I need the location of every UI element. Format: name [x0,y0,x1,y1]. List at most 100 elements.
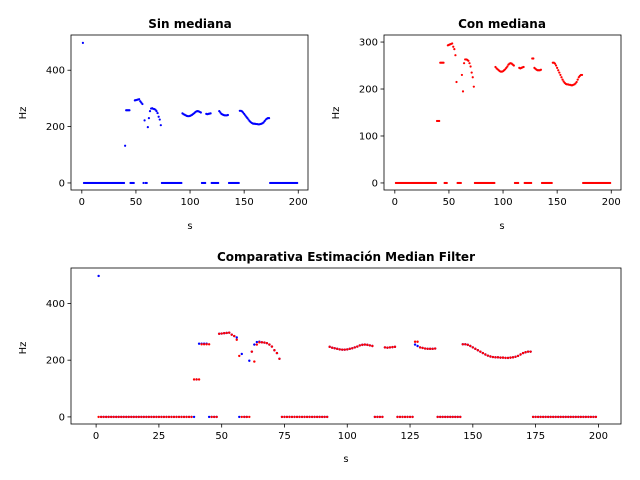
comparativa-con-mediana-point [336,347,339,351]
comparativa-con-mediana-point [524,351,527,354]
comparativa-sin-mediana-point [192,415,196,419]
con-mediana-point [470,71,473,74]
comparativa-con-mediana-point [471,346,475,349]
con-mediana-point [539,68,543,71]
comparativa-con-mediana-point [496,356,500,359]
comparativa-con-mediana-point [368,344,372,347]
comparativa-con-mediana-point [423,347,427,350]
comparativa-con-mediana-point [431,347,434,351]
comparativa-con-mediana-point [315,415,319,419]
comparativa-con-mediana-point [235,338,238,341]
comparativa-con-mediana-point [428,347,432,351]
comparativa-con-mediana-point [97,415,100,419]
sin-mediana-point [226,113,230,117]
con-mediana-point [461,90,465,93]
comparativa-con-mediana-point [147,415,151,419]
con-mediana-point [451,42,454,45]
comparativa-con-mediana-point [305,415,309,419]
sin-mediana-point [217,181,220,185]
comparativa-con-mediana-point [225,331,228,335]
comparativa-con-mediana-point [127,415,130,419]
comparativa-sin-mediana-point [97,274,100,278]
comparativa-con-mediana-point [408,415,412,419]
comparativa-con-mediana-point [418,346,422,349]
x-tick-label: 125 [400,431,419,442]
comparativa-con-mediana-point [577,415,580,419]
comparativa-con-mediana-point [338,348,341,351]
comparativa-con-mediana-point [109,415,113,419]
con-mediana-point [453,47,456,51]
comparativa-con-mediana-point [567,415,570,419]
comparativa-con-mediana-point [474,347,477,351]
con-mediana-point [609,181,612,185]
comparativa-con-mediana-point [137,415,141,419]
con-mediana-point [445,181,448,185]
con-mediana-point [438,119,441,123]
y-tick-label: 200 [46,356,65,367]
sin-mediana-point [204,181,207,185]
comparativa-con-mediana-point [205,343,208,346]
con-mediana-point [506,65,509,68]
sin-mediana-point [145,181,148,185]
sin-mediana-point [138,98,141,101]
comparativa-con-mediana-point [300,415,304,419]
sin-mediana-point [159,124,162,127]
comparativa-con-mediana-point [190,415,193,419]
con-mediana-point [554,64,558,67]
sin-mediana-point [155,109,158,113]
sin-mediana-point [147,117,151,120]
comparativa-con-mediana-point [308,415,311,419]
comparativa-con-mediana-point [258,341,261,344]
y-axis-label-comparativa: Hz [18,342,29,355]
comparativa-con-mediana-point [481,351,485,355]
comparativa-con-mediana-point [343,348,346,351]
comparativa-con-mediana-point [270,345,274,348]
comparativa-con-mediana-point [413,340,417,343]
y-tick-label: 400 [46,66,65,77]
con-mediana-point [459,181,462,185]
comparativa-con-mediana-point [157,415,161,419]
plot-frame [70,267,622,425]
comparativa-con-mediana-point [177,415,181,419]
comparativa-con-mediana-point [562,415,565,419]
comparativa-con-mediana-point [484,353,487,356]
comparativa-con-mediana-point [436,415,439,419]
sin-mediana-point [237,181,240,185]
comparativa-con-mediana-point [135,415,138,419]
comparativa-con-mediana-point [416,340,419,343]
con-mediana-point [561,78,564,81]
sin-mediana-point [209,112,212,115]
comparativa-con-mediana-point [541,415,545,419]
comparativa-con-mediana-point [115,415,118,419]
con-mediana-point [454,54,457,57]
comparativa-con-mediana-point [396,415,399,419]
comparativa-con-mediana-point [386,346,389,349]
x-axis-label-con-mediana: s [499,221,504,232]
sin-mediana-point [143,119,146,122]
y-tick-label: 400 [46,299,65,310]
comparativa-con-mediana-point [220,332,223,335]
y-tick-label: 200 [46,122,65,133]
con-mediana-point [558,71,561,74]
comparativa-con-mediana-point [285,415,289,419]
comparativa-con-mediana-point [260,341,264,344]
comparativa-con-mediana-point [107,415,110,419]
comparativa-con-mediana-point [195,378,198,381]
x-tick-label: 100 [493,197,512,208]
comparativa-con-mediana-point [238,354,241,358]
comparativa-con-mediana-point [403,415,407,419]
comparativa-con-mediana-point [351,347,354,350]
con-mediana-point [434,181,438,185]
comparativa-con-mediana-point [554,415,557,419]
comparativa-con-mediana-point [594,415,598,419]
comparativa-con-mediana-point [506,356,510,360]
comparativa-sin-mediana-point [240,352,243,356]
comparativa-con-mediana-point [180,415,183,419]
sin-mediana-point [158,118,161,121]
comparativa-con-mediana-point [366,343,369,347]
comparativa-con-mediana-point [182,415,186,419]
comparativa-con-mediana-point [557,415,560,419]
sin-mediana-point [141,102,144,106]
comparativa-con-mediana-point [192,378,196,381]
